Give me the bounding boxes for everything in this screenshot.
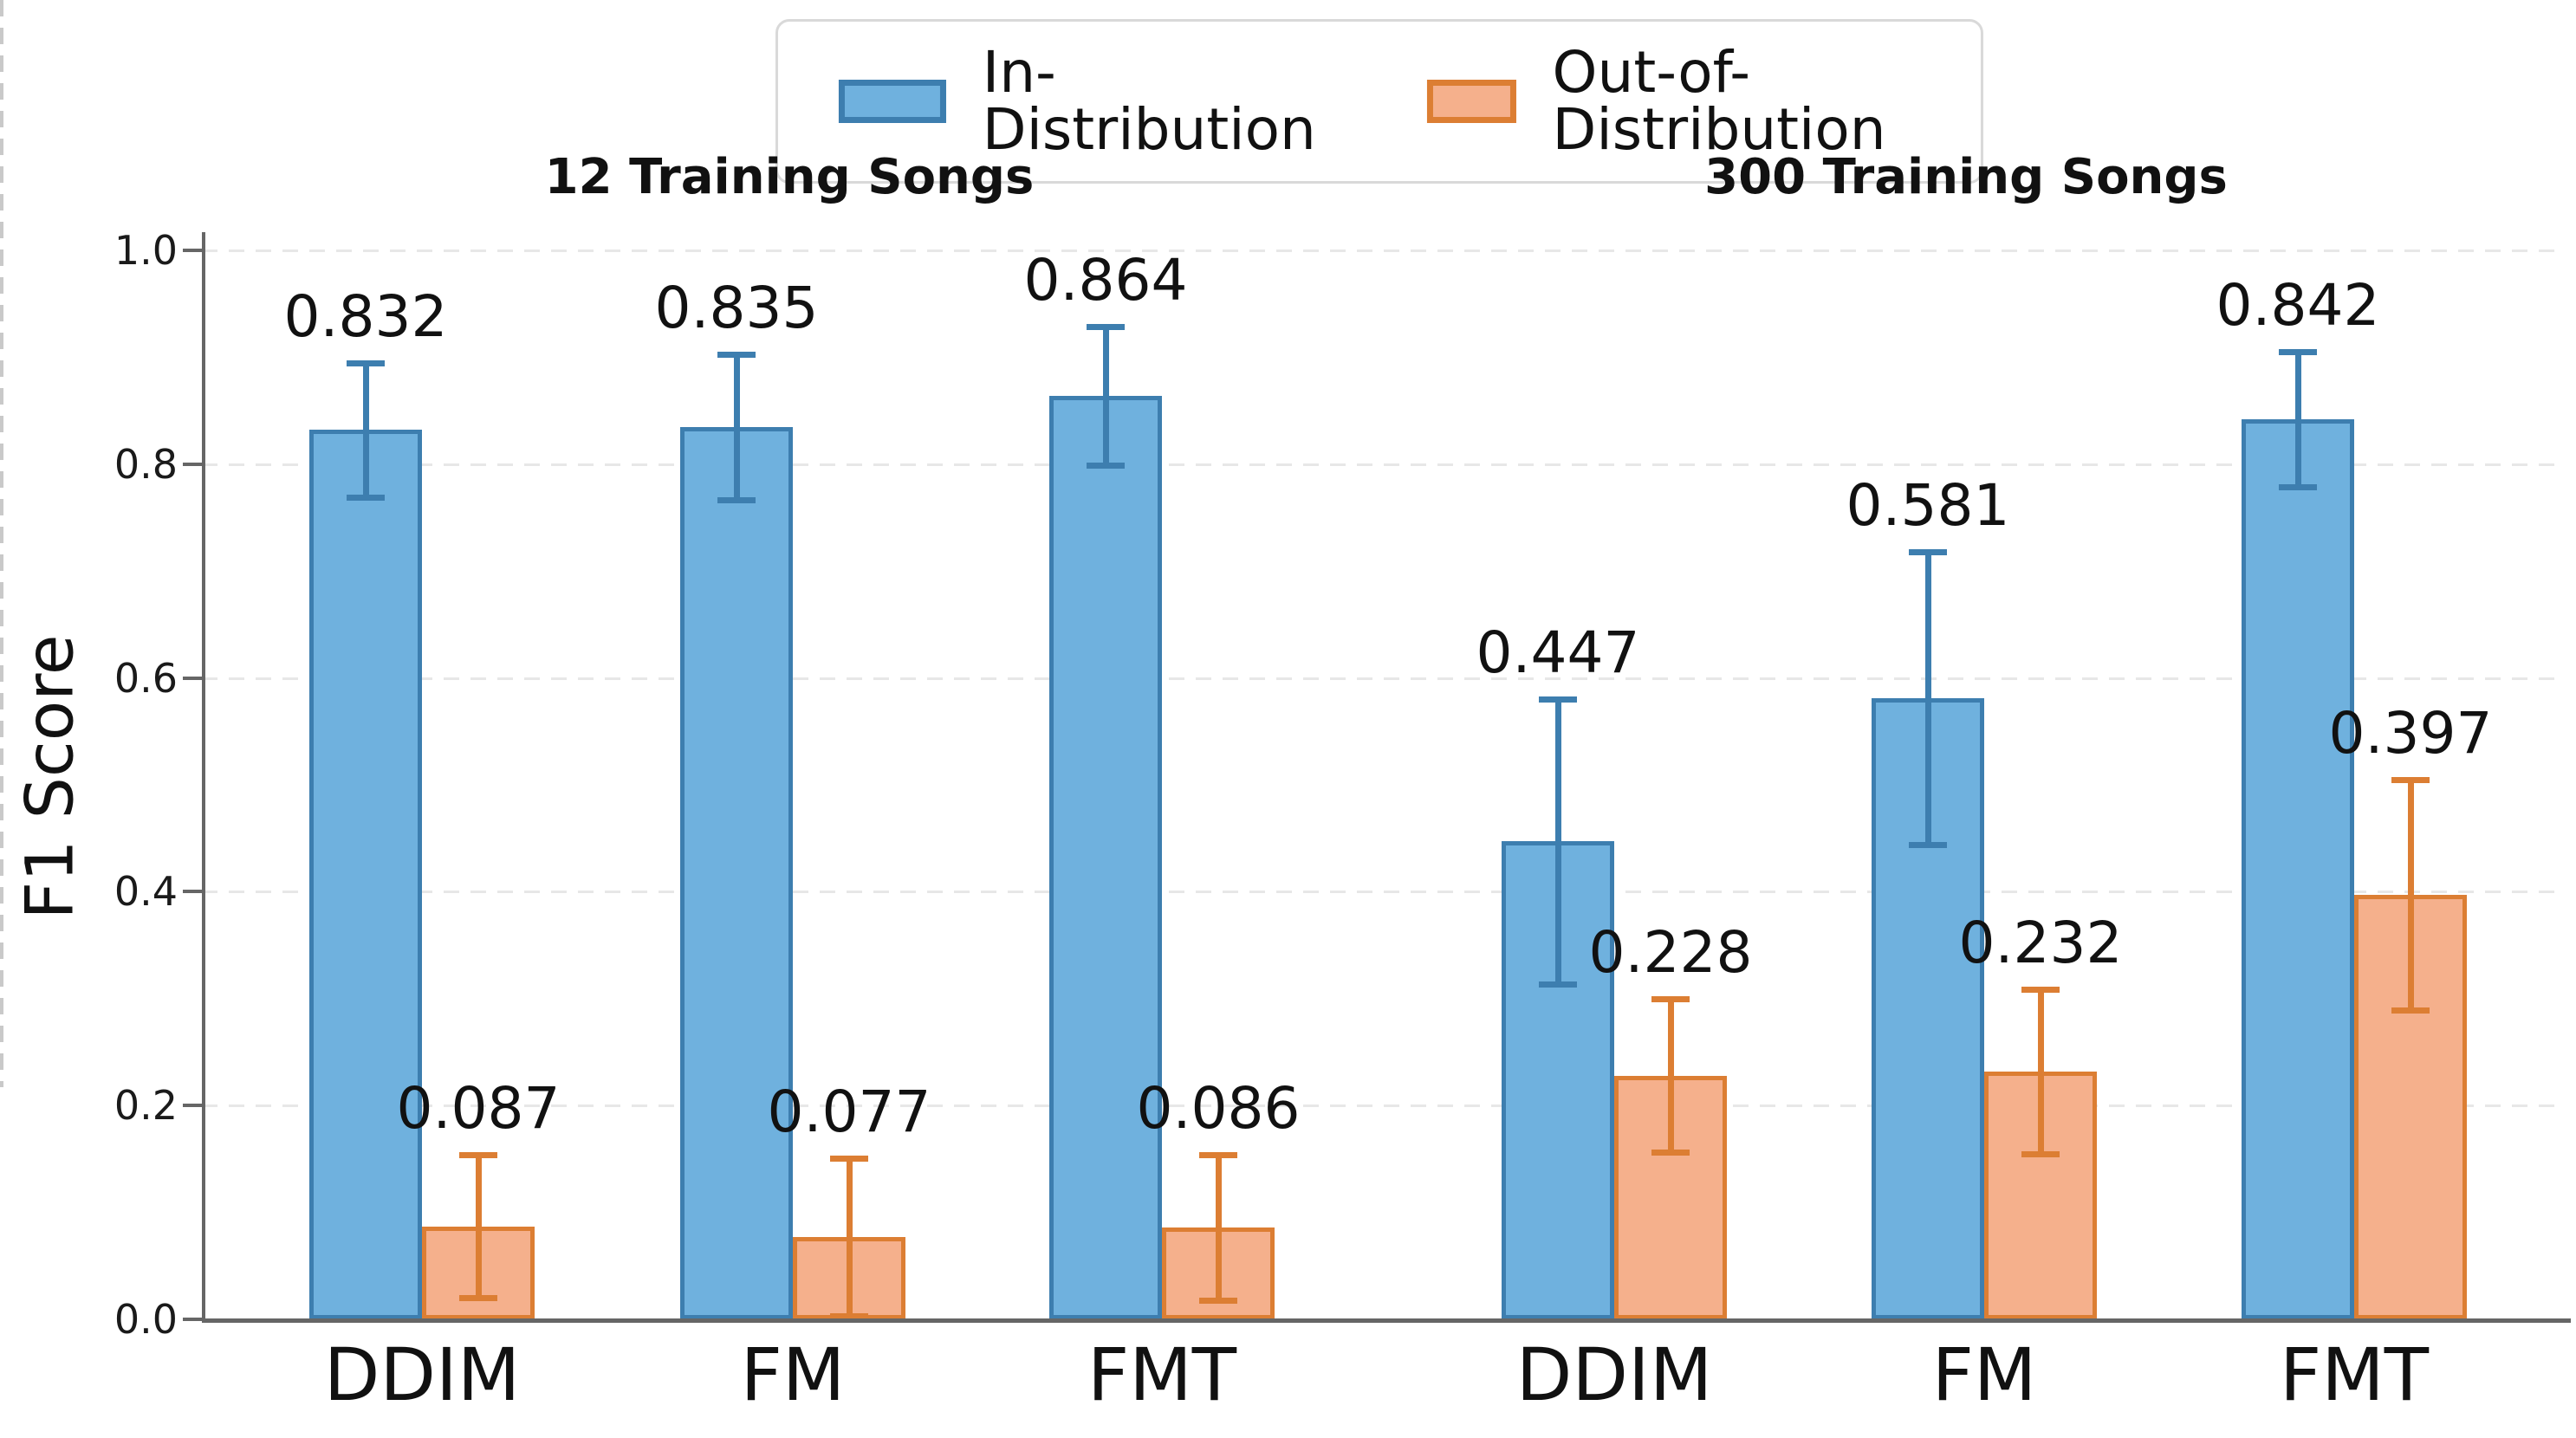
error-cap-top	[1539, 696, 1577, 703]
error-cap-top	[2391, 776, 2430, 783]
bar-in-distribution-fmt	[2242, 418, 2354, 1319]
gridline	[202, 677, 2556, 680]
error-cap-top	[1909, 548, 1947, 555]
gridline	[202, 1104, 2556, 1108]
legend-swatch-icon	[838, 80, 946, 123]
error-cap-bottom	[1199, 1297, 1237, 1304]
error-bar-in-distribution-fm	[1925, 551, 1931, 845]
y-axis-spine	[202, 232, 205, 1323]
error-cap-top	[717, 351, 756, 358]
y-tick-label: 0.4	[114, 868, 178, 916]
gridline	[202, 891, 2556, 894]
bar-in-distribution-ddim	[309, 430, 422, 1319]
value-label-out-of-distribution-fm: 0.077	[767, 1078, 931, 1145]
error-bar-out-of-distribution-fmt	[2408, 779, 2414, 1011]
value-label-in-distribution-fm: 0.581	[1846, 471, 2010, 539]
error-bar-out-of-distribution-fm	[847, 1157, 853, 1317]
error-cap-bottom	[347, 495, 385, 502]
error-cap-bottom	[2021, 1150, 2060, 1157]
bar-in-distribution-fm	[680, 426, 793, 1319]
error-cap-bottom	[717, 496, 756, 503]
error-cap-bottom	[1909, 842, 1947, 849]
y-tick-mark	[183, 249, 204, 252]
y-tick-label: 0.8	[114, 440, 178, 488]
error-cap-top	[2279, 349, 2317, 356]
error-cap-bottom	[1087, 463, 1125, 470]
legend: In-Distribution Out-of-Distribution	[775, 19, 1984, 184]
legend-label: In-Distribution	[982, 39, 1316, 163]
x-tick-label-ddim: DDIM	[1515, 1332, 1713, 1417]
error-bar-in-distribution-fmt	[2295, 352, 2301, 487]
x-axis-spine	[202, 1318, 2571, 1323]
y-tick-mark	[183, 462, 204, 466]
y-tick-label: 0.0	[114, 1296, 178, 1343]
error-cap-top	[1087, 323, 1125, 330]
bar-in-distribution-fmt	[1049, 395, 1162, 1319]
y-tick-mark	[183, 890, 204, 894]
plot-area: 0.0 0.2 0.4 0.6 0.8 1.0 DDIM 0.832 0.087 FM 0.835 0…	[0, 0, 2571, 1411]
error-cap-bottom	[830, 1313, 868, 1320]
panel-title-12-songs: 12 Training Songs	[544, 149, 1035, 205]
value-label-in-distribution-ddim: 0.832	[283, 282, 448, 350]
y-tick-label: 1.0	[114, 227, 178, 274]
error-bar-in-distribution-fm	[734, 353, 740, 500]
error-cap-top	[347, 360, 385, 366]
error-cap-top	[1199, 1151, 1237, 1158]
y-tick-label: 0.2	[114, 1082, 178, 1130]
x-tick-label-fm: FM	[1931, 1332, 2037, 1417]
legend-entry-in-distribution: In-Distribution	[838, 39, 1332, 163]
error-cap-bottom	[1539, 981, 1577, 988]
value-label-out-of-distribution-ddim: 0.228	[1588, 918, 1753, 986]
error-cap-bottom	[1651, 1150, 1690, 1156]
value-label-in-distribution-ddim: 0.447	[1476, 619, 1640, 687]
value-label-in-distribution-fmt: 0.864	[1023, 246, 1188, 314]
error-cap-top	[830, 1155, 868, 1162]
legend-label: Out-of-Distribution	[1552, 39, 1886, 163]
panel-title-300-songs: 300 Training Songs	[1704, 149, 2228, 205]
y-tick-mark	[183, 1318, 204, 1321]
error-cap-top	[2021, 986, 2060, 993]
value-label-out-of-distribution-fmt: 0.397	[2328, 699, 2493, 767]
value-label-in-distribution-fmt: 0.842	[2216, 272, 2380, 340]
panel-separator	[0, 0, 3, 1087]
y-tick-label: 0.6	[114, 654, 178, 702]
error-cap-top	[459, 1151, 497, 1158]
error-bar-in-distribution-ddim	[363, 362, 369, 498]
value-label-in-distribution-fm: 0.835	[654, 274, 819, 341]
error-cap-bottom	[2391, 1007, 2430, 1014]
y-tick-mark	[183, 1104, 204, 1108]
value-label-out-of-distribution-fm: 0.232	[1958, 909, 2123, 976]
error-cap-bottom	[2279, 483, 2317, 490]
gridline	[202, 249, 2556, 252]
gridline	[202, 463, 2556, 466]
error-cap-top	[1651, 995, 1690, 1002]
legend-entry-out-of-distribution: Out-of-Distribution	[1427, 44, 1920, 159]
error-bar-out-of-distribution-fmt	[1216, 1154, 1222, 1300]
x-tick-label-fmt: FMT	[1087, 1332, 1237, 1417]
error-bar-in-distribution-fmt	[1103, 326, 1109, 466]
legend-swatch-icon	[1427, 80, 1516, 123]
value-label-out-of-distribution-ddim: 0.087	[396, 1074, 561, 1142]
error-bar-in-distribution-ddim	[1555, 699, 1561, 984]
error-cap-bottom	[459, 1295, 497, 1302]
x-tick-label-ddim: DDIM	[323, 1332, 521, 1417]
error-bar-out-of-distribution-ddim	[1668, 998, 1674, 1153]
error-bar-out-of-distribution-ddim	[476, 1154, 482, 1299]
value-label-out-of-distribution-fmt: 0.086	[1136, 1074, 1301, 1142]
y-tick-mark	[183, 676, 204, 680]
x-tick-label-fm: FM	[740, 1332, 846, 1417]
error-bar-out-of-distribution-fm	[2038, 988, 2044, 1154]
x-tick-label-fmt: FMT	[2279, 1332, 2430, 1417]
